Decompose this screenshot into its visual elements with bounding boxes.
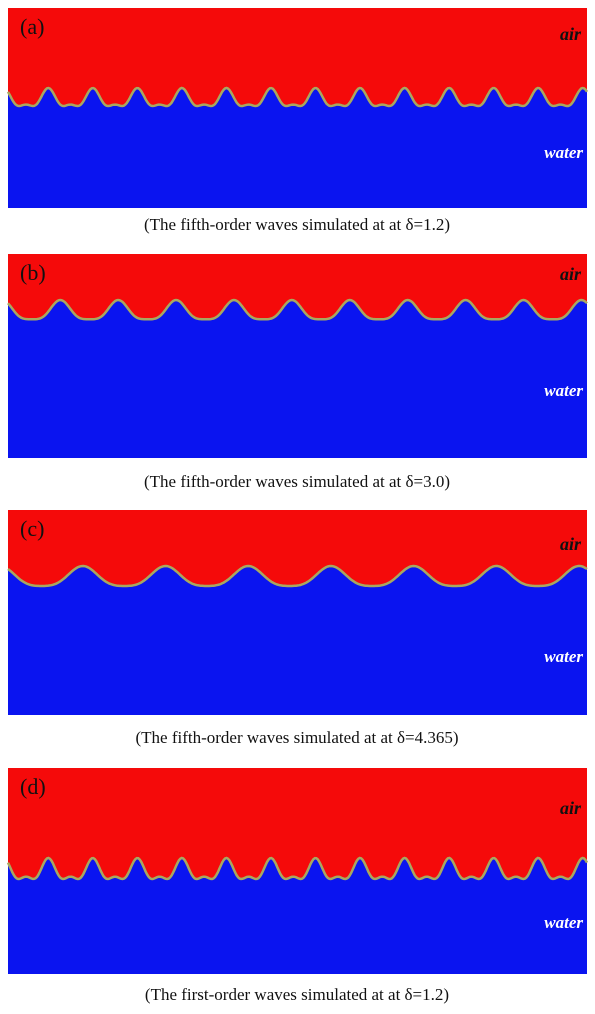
air-label: air	[560, 24, 582, 44]
caption: (The first-order waves simulated at at δ…	[145, 985, 449, 1004]
water-label: water	[544, 913, 583, 932]
water-label: water	[544, 647, 583, 666]
water-label: water	[544, 143, 583, 162]
panel-label: (b)	[20, 260, 46, 285]
air-label: air	[560, 264, 582, 284]
panel-label: (d)	[20, 774, 46, 799]
water-label: water	[544, 381, 583, 400]
air-label: air	[560, 534, 582, 554]
figure: (a) air water (The fifth-order waves simula…	[0, 0, 595, 1014]
caption: (The fifth-order waves simulated at at δ…	[135, 728, 458, 747]
caption: (The fifth-order waves simulated at at δ…	[144, 472, 450, 491]
panel-label: (a)	[20, 14, 44, 39]
panel-label: (c)	[20, 516, 44, 541]
caption: (The fifth-order waves simulated at at δ…	[144, 215, 450, 234]
air-label: air	[560, 798, 582, 818]
